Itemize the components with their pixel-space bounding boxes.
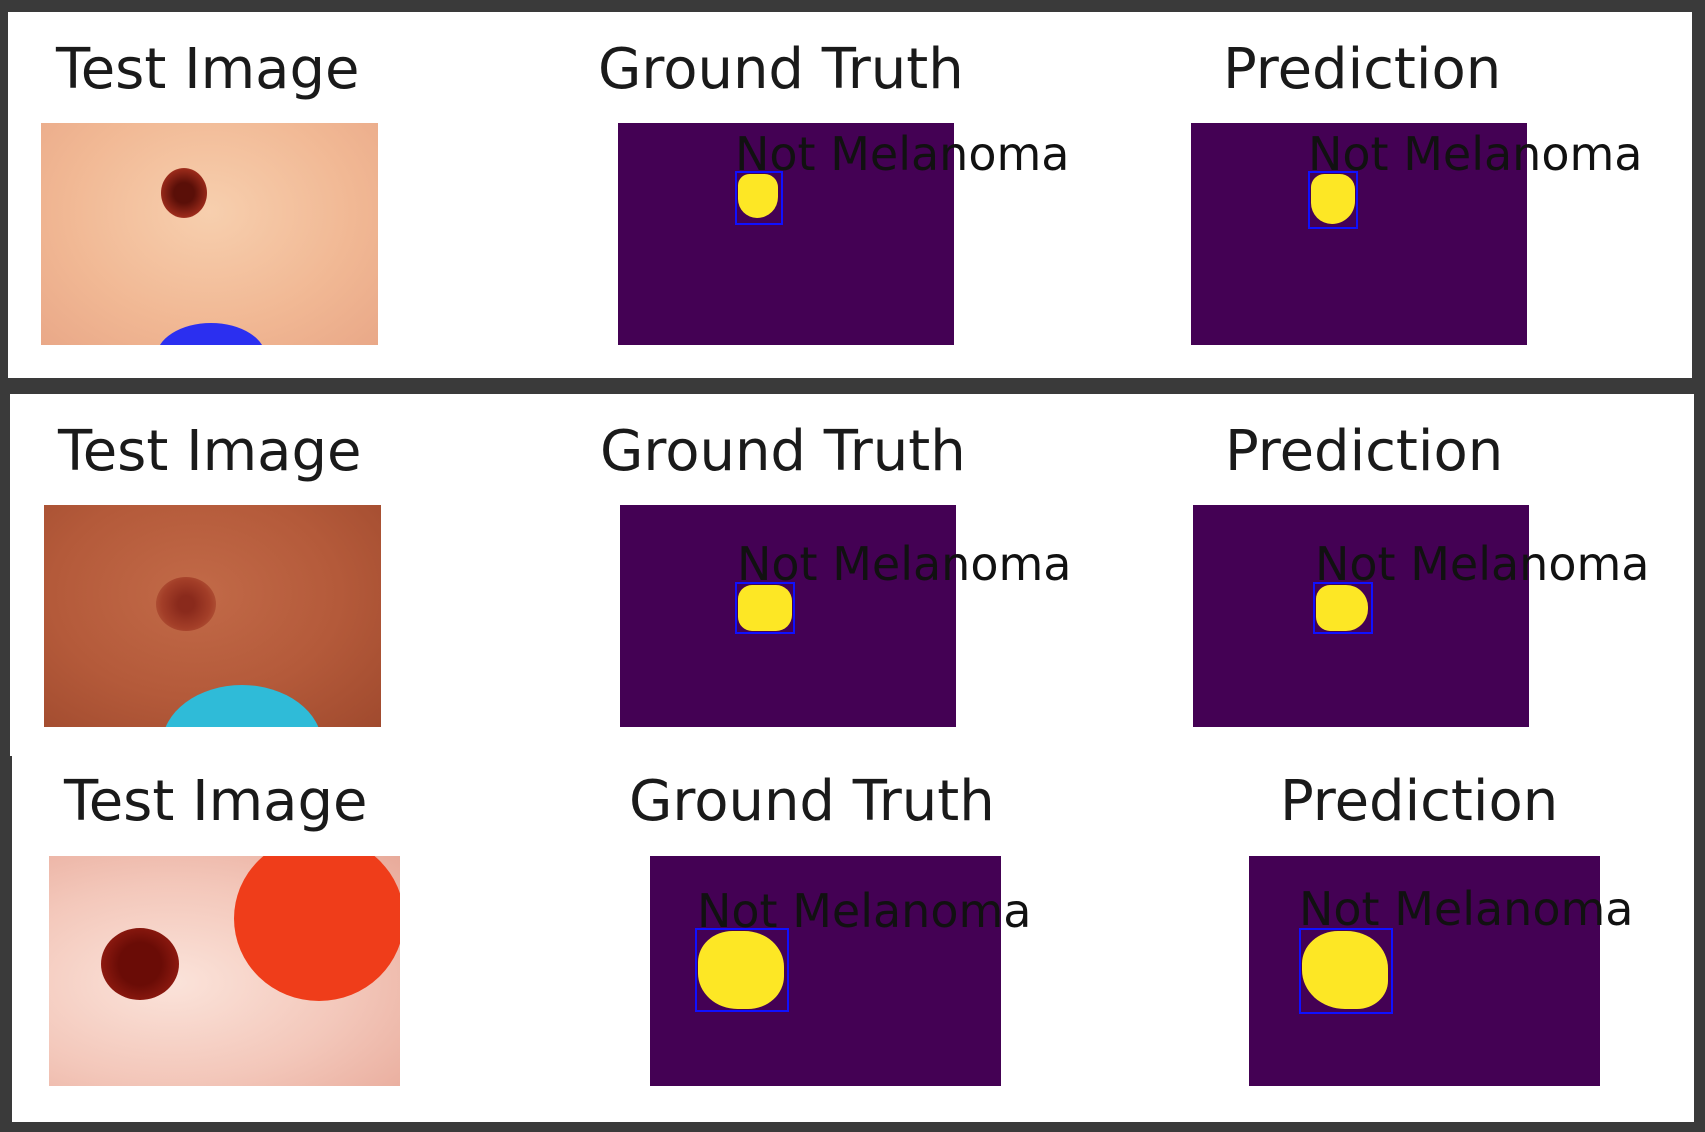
test-image-title: Test Image — [56, 37, 360, 102]
ground-truth-label: Not Melanoma — [735, 127, 1070, 181]
lesion-mask — [1311, 174, 1355, 224]
ground-truth-mask: Not Melanoma — [618, 123, 1069, 345]
red-sticker — [234, 856, 400, 1001]
lesion-bounding-box — [695, 928, 789, 1012]
prediction-title: Prediction — [1223, 37, 1502, 102]
test-image-title: Test Image — [58, 419, 362, 484]
lesion-mole — [156, 577, 216, 631]
test-image — [44, 505, 381, 727]
ground-truth-label: Not Melanoma — [737, 537, 1072, 591]
lesion-mask — [1302, 931, 1388, 1009]
ground-truth-title: Ground Truth — [600, 419, 966, 484]
prediction-title: Prediction — [1225, 419, 1504, 484]
lesion-bounding-box — [1313, 582, 1373, 634]
prediction-label: Not Melanoma — [1308, 127, 1643, 181]
prediction-label: Not Melanoma — [1315, 537, 1650, 591]
result-panel-2: Test Image Ground Truth Prediction Not M… — [10, 394, 1694, 756]
test-image-title: Test Image — [64, 769, 368, 834]
lesion-bounding-box — [735, 171, 783, 225]
prediction-mask: Not Melanoma — [1249, 856, 1633, 1086]
lesion-mask — [1316, 585, 1368, 631]
ground-truth-mask: Not Melanoma — [620, 505, 1071, 727]
lesion-mole — [161, 168, 207, 218]
lesion-mask — [698, 931, 784, 1009]
result-panel-1: Test Image Ground Truth Prediction Not M… — [8, 12, 1692, 378]
blue-sticker — [156, 323, 266, 345]
prediction-mask: Not Melanoma — [1193, 505, 1649, 727]
prediction-mask: Not Melanoma — [1191, 123, 1642, 345]
result-panel-3: Test Image Ground Truth Prediction Not M… — [12, 756, 1694, 1122]
lesion-bounding-box — [1308, 171, 1358, 229]
lesion-bounding-box — [735, 582, 795, 634]
ground-truth-title: Ground Truth — [598, 37, 964, 102]
prediction-title: Prediction — [1280, 769, 1559, 834]
ground-truth-mask: Not Melanoma — [650, 856, 1031, 1086]
lesion-mask — [738, 585, 792, 631]
lesion-bounding-box — [1299, 928, 1393, 1014]
ground-truth-label: Not Melanoma — [697, 884, 1032, 938]
ground-truth-title: Ground Truth — [629, 769, 995, 834]
cyan-sticker — [162, 685, 322, 727]
prediction-label: Not Melanoma — [1299, 882, 1634, 936]
lesion-mask — [738, 174, 778, 218]
test-image — [49, 856, 400, 1086]
lesion-mole — [101, 928, 179, 1000]
test-image — [41, 123, 378, 345]
